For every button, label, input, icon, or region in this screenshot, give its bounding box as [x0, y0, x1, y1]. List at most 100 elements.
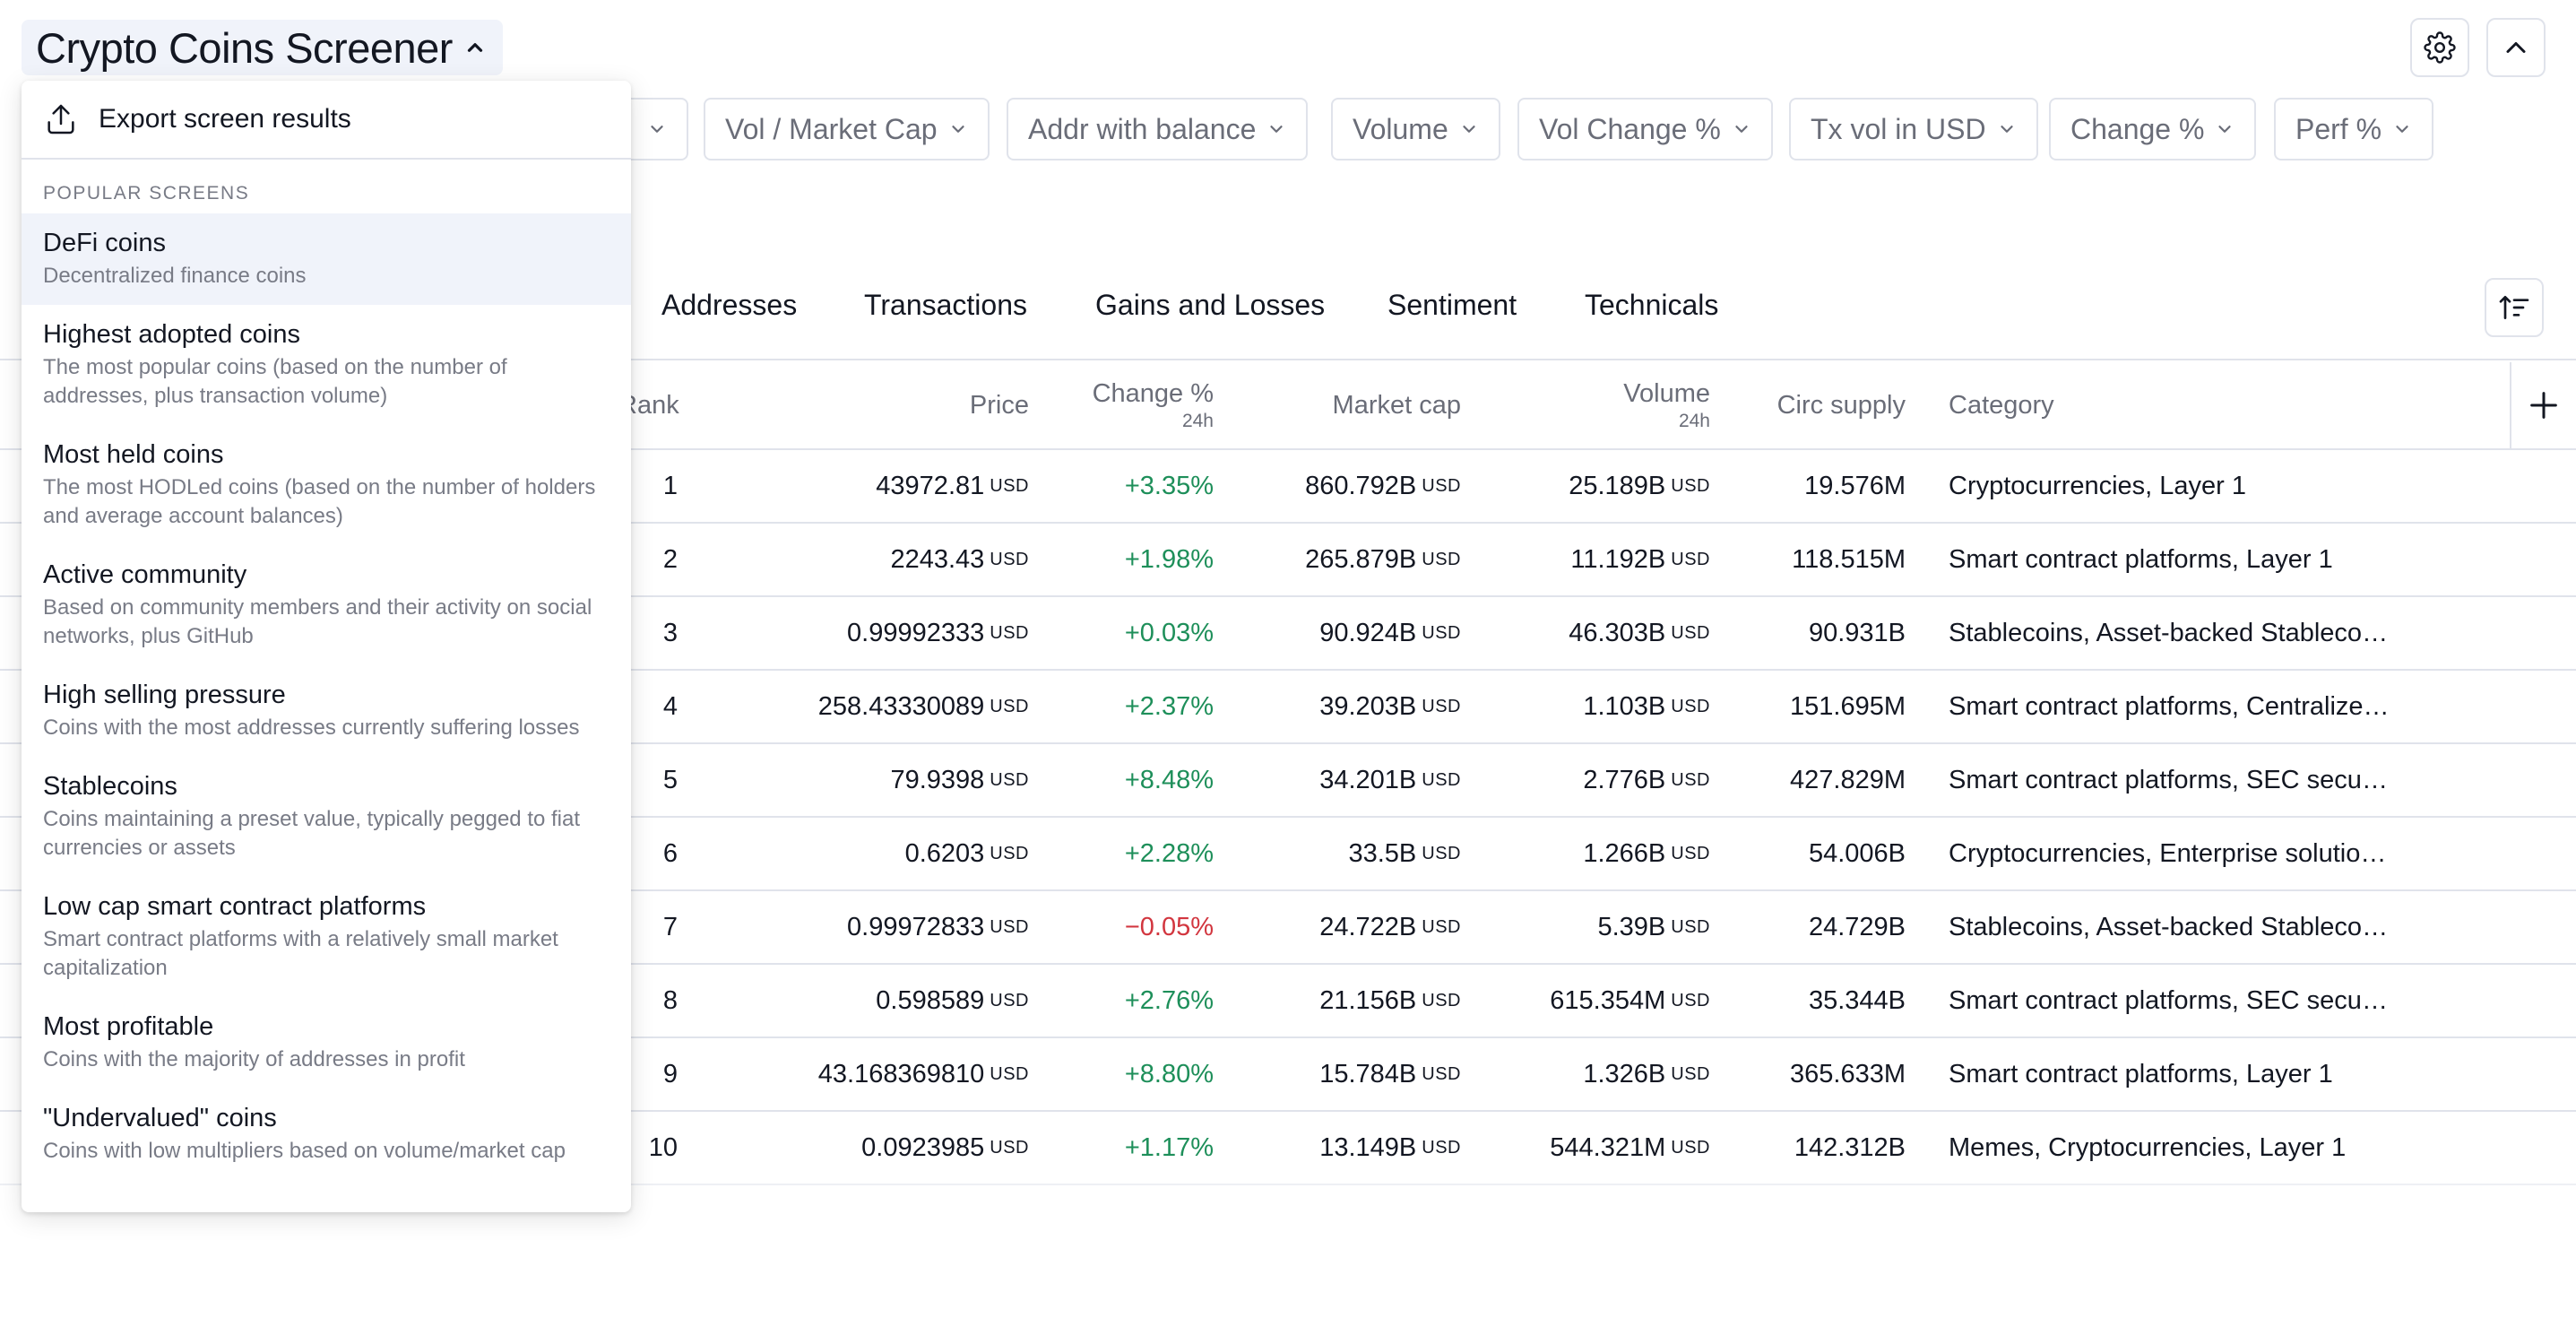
market-cap-value: 34.201B — [1319, 765, 1417, 794]
table-row[interactable]: 4 258.43330089 USD +2.37% 39.203B USD 1.103B US… — [0, 671, 2576, 744]
popular-screen-item[interactable]: Low cap smart contract platforms Smart co… — [22, 877, 631, 997]
export-screen-results-button[interactable]: Export screen results — [22, 81, 631, 160]
rank-value: 2 — [662, 544, 678, 574]
tab-sentiment[interactable]: Sentiment — [1387, 289, 1517, 321]
chevron-up-icon — [2506, 42, 2526, 53]
cell-change: +8.48% — [1052, 744, 1214, 816]
popular-screen-title: Stablecoins — [43, 772, 177, 801]
table-row[interactable]: 7 0.99972833 USD −0.05% 24.722B USD 5.39B USD 24… — [0, 891, 2576, 965]
column-header-change[interactable]: Change % 24h — [1093, 377, 1214, 434]
table-row[interactable]: 9 43.168369810 USD +8.80% 15.784B USD 1.326B US… — [0, 1038, 2576, 1112]
cell-price: 0.6203 USD — [670, 818, 1029, 889]
change-value: +8.48% — [1124, 765, 1214, 794]
settings-button[interactable] — [2410, 18, 2469, 77]
filter-perf[interactable]: Perf % — [2274, 98, 2434, 160]
popular-screen-item[interactable]: Highest adopted coins The most popular co… — [22, 305, 631, 425]
price-value: 0.99972833 — [847, 912, 985, 941]
column-header-price[interactable]: Price — [970, 377, 1029, 434]
popular-screen-item[interactable]: Active community Based on community membe… — [22, 545, 631, 665]
rank-value: 5 — [662, 765, 678, 794]
filter-tx-vol-usd[interactable]: Tx vol in USD — [1789, 98, 2038, 160]
popular-screen-item[interactable]: Most profitable Coins with the majority o… — [22, 997, 631, 1088]
table-row[interactable]: 3 0.99992333 USD +0.03% 90.924B USD 46.303B USD… — [0, 597, 2576, 671]
filter-vol-change[interactable]: Vol Change % — [1517, 98, 1773, 160]
table-row[interactable]: 1 43972.81 USD +3.35% 860.792B USD 25.189B USD 1… — [0, 450, 2576, 524]
cell-volume: 544.321M USD — [1477, 1112, 1710, 1184]
screener-title-button[interactable]: Crypto Coins Screener — [22, 20, 503, 75]
table-row[interactable]: 5 79.9398 USD +8.48% 34.201B USD 2.776B USD 427.… — [0, 744, 2576, 818]
currency-unit: USD — [1422, 475, 1461, 496]
filter-vol-market-cap[interactable]: Vol / Market Cap — [704, 98, 990, 160]
column-label: Change % — [1092, 378, 1214, 408]
filter-change[interactable]: Change % — [2049, 98, 2257, 160]
popular-screen-title: Low cap smart contract platforms — [43, 892, 427, 921]
popular-screen-item[interactable]: DeFi coins Decentralized finance coins — [22, 213, 631, 305]
filter-label: Addr with balance — [1028, 112, 1257, 145]
currency-unit: USD — [1422, 843, 1461, 863]
circ-supply-value: 19.576M — [1804, 471, 1906, 500]
filter-addr-with-balance[interactable]: Addr with balance — [1007, 98, 1309, 160]
filter-volume[interactable]: Volume — [1331, 98, 1500, 160]
popular-screen-description: Coins with the majority of addresses in … — [43, 1047, 465, 1071]
popular-screen-item[interactable]: Stablecoins Coins maintaining a preset va… — [22, 757, 631, 877]
screener-dropdown-menu: Export screen results POPULAR SCREENS De… — [22, 81, 631, 1212]
table-row[interactable]: 6 0.6203 USD +2.28% 33.5B USD 1.266B USD 54.006B… — [0, 818, 2576, 891]
table-row[interactable]: 2 2243.43 USD +1.98% 265.879B USD 11.192B USD 11… — [0, 524, 2576, 597]
price-value: 0.0923985 — [861, 1132, 985, 1162]
currency-unit: USD — [990, 769, 1029, 790]
column-header-volume[interactable]: Volume 24h — [1623, 377, 1710, 434]
cell-market-cap: 265.879B USD — [1228, 524, 1461, 595]
popular-screen-title: Highest adopted coins — [43, 320, 300, 349]
popular-screen-description: Smart contract platforms with a relative… — [43, 927, 558, 980]
popular-screen-item[interactable]: Most held coins The most HODLed coins (ba… — [22, 425, 631, 545]
currency-unit: USD — [1671, 696, 1710, 716]
rank-value: 6 — [662, 838, 678, 868]
category-value: Smart contract platforms, SEC secur… — [1949, 766, 2393, 794]
volume-value: 1.266B — [1583, 838, 1666, 868]
column-label: Price — [969, 390, 1029, 420]
price-value: 79.9398 — [890, 765, 985, 794]
market-cap-value: 33.5B — [1348, 838, 1417, 868]
currency-unit: USD — [990, 1137, 1029, 1158]
popular-screen-description: The most HODLed coins (based on the numb… — [43, 475, 596, 528]
cell-price: 0.0923985 USD — [670, 1112, 1029, 1184]
currency-unit: USD — [990, 549, 1029, 569]
volume-value: 2.776B — [1583, 765, 1666, 794]
tab-technicals[interactable]: Technicals — [1585, 289, 1719, 321]
cell-circ-supply: 142.312B — [1726, 1112, 1906, 1184]
column-header-circ-supply[interactable]: Circ supply — [1777, 377, 1906, 434]
tab-addresses[interactable]: Addresses — [661, 289, 798, 321]
cell-price: 79.9398 USD — [670, 744, 1029, 816]
popular-screen-title: High selling pressure — [43, 681, 286, 709]
popular-screen-item[interactable]: High selling pressure Coins with the most… — [22, 665, 631, 757]
currency-unit: USD — [1422, 1063, 1461, 1084]
cell-market-cap: 860.792B USD — [1228, 450, 1461, 522]
tab-gains-and-losses[interactable]: Gains and Losses — [1095, 289, 1326, 321]
table-row[interactable]: 8 0.598589 USD +2.76% 21.156B USD 615.354M USD 3… — [0, 965, 2576, 1038]
page-title: Crypto Coins Screener — [36, 23, 453, 72]
change-value: +1.98% — [1124, 544, 1214, 574]
column-header-category[interactable]: Category — [1949, 377, 2054, 434]
category-value: Smart contract platforms, Centralize… — [1949, 692, 2390, 721]
column-header-market-cap[interactable]: Market cap — [1333, 377, 1461, 434]
chevron-down-icon — [2218, 126, 2232, 133]
cell-price: 0.99992333 USD — [670, 597, 1029, 669]
collapse-button[interactable] — [2486, 18, 2546, 77]
popular-screen-title: Active community — [43, 560, 247, 589]
cell-market-cap: 90.924B USD — [1228, 597, 1461, 669]
circ-supply-value: 427.829M — [1790, 765, 1906, 794]
add-column-button[interactable] — [2510, 362, 2576, 448]
change-value: +3.35% — [1124, 471, 1214, 500]
circ-supply-value: 365.633M — [1790, 1059, 1906, 1088]
popular-screen-item[interactable]: "Undervalued" coins Coins with low multip… — [22, 1088, 631, 1180]
currency-unit: USD — [1671, 916, 1710, 937]
cell-change: −0.05% — [1052, 891, 1214, 963]
circ-supply-value: 142.312B — [1794, 1132, 1906, 1162]
cell-rank: 1 — [606, 450, 678, 522]
cell-volume: 1.326B USD — [1477, 1038, 1710, 1110]
cell-market-cap: 34.201B USD — [1228, 744, 1461, 816]
currency-unit: USD — [1422, 1137, 1461, 1158]
cell-market-cap: 33.5B USD — [1228, 818, 1461, 889]
tab-transactions[interactable]: Transactions — [864, 289, 1027, 321]
sort-button[interactable] — [2485, 278, 2544, 337]
